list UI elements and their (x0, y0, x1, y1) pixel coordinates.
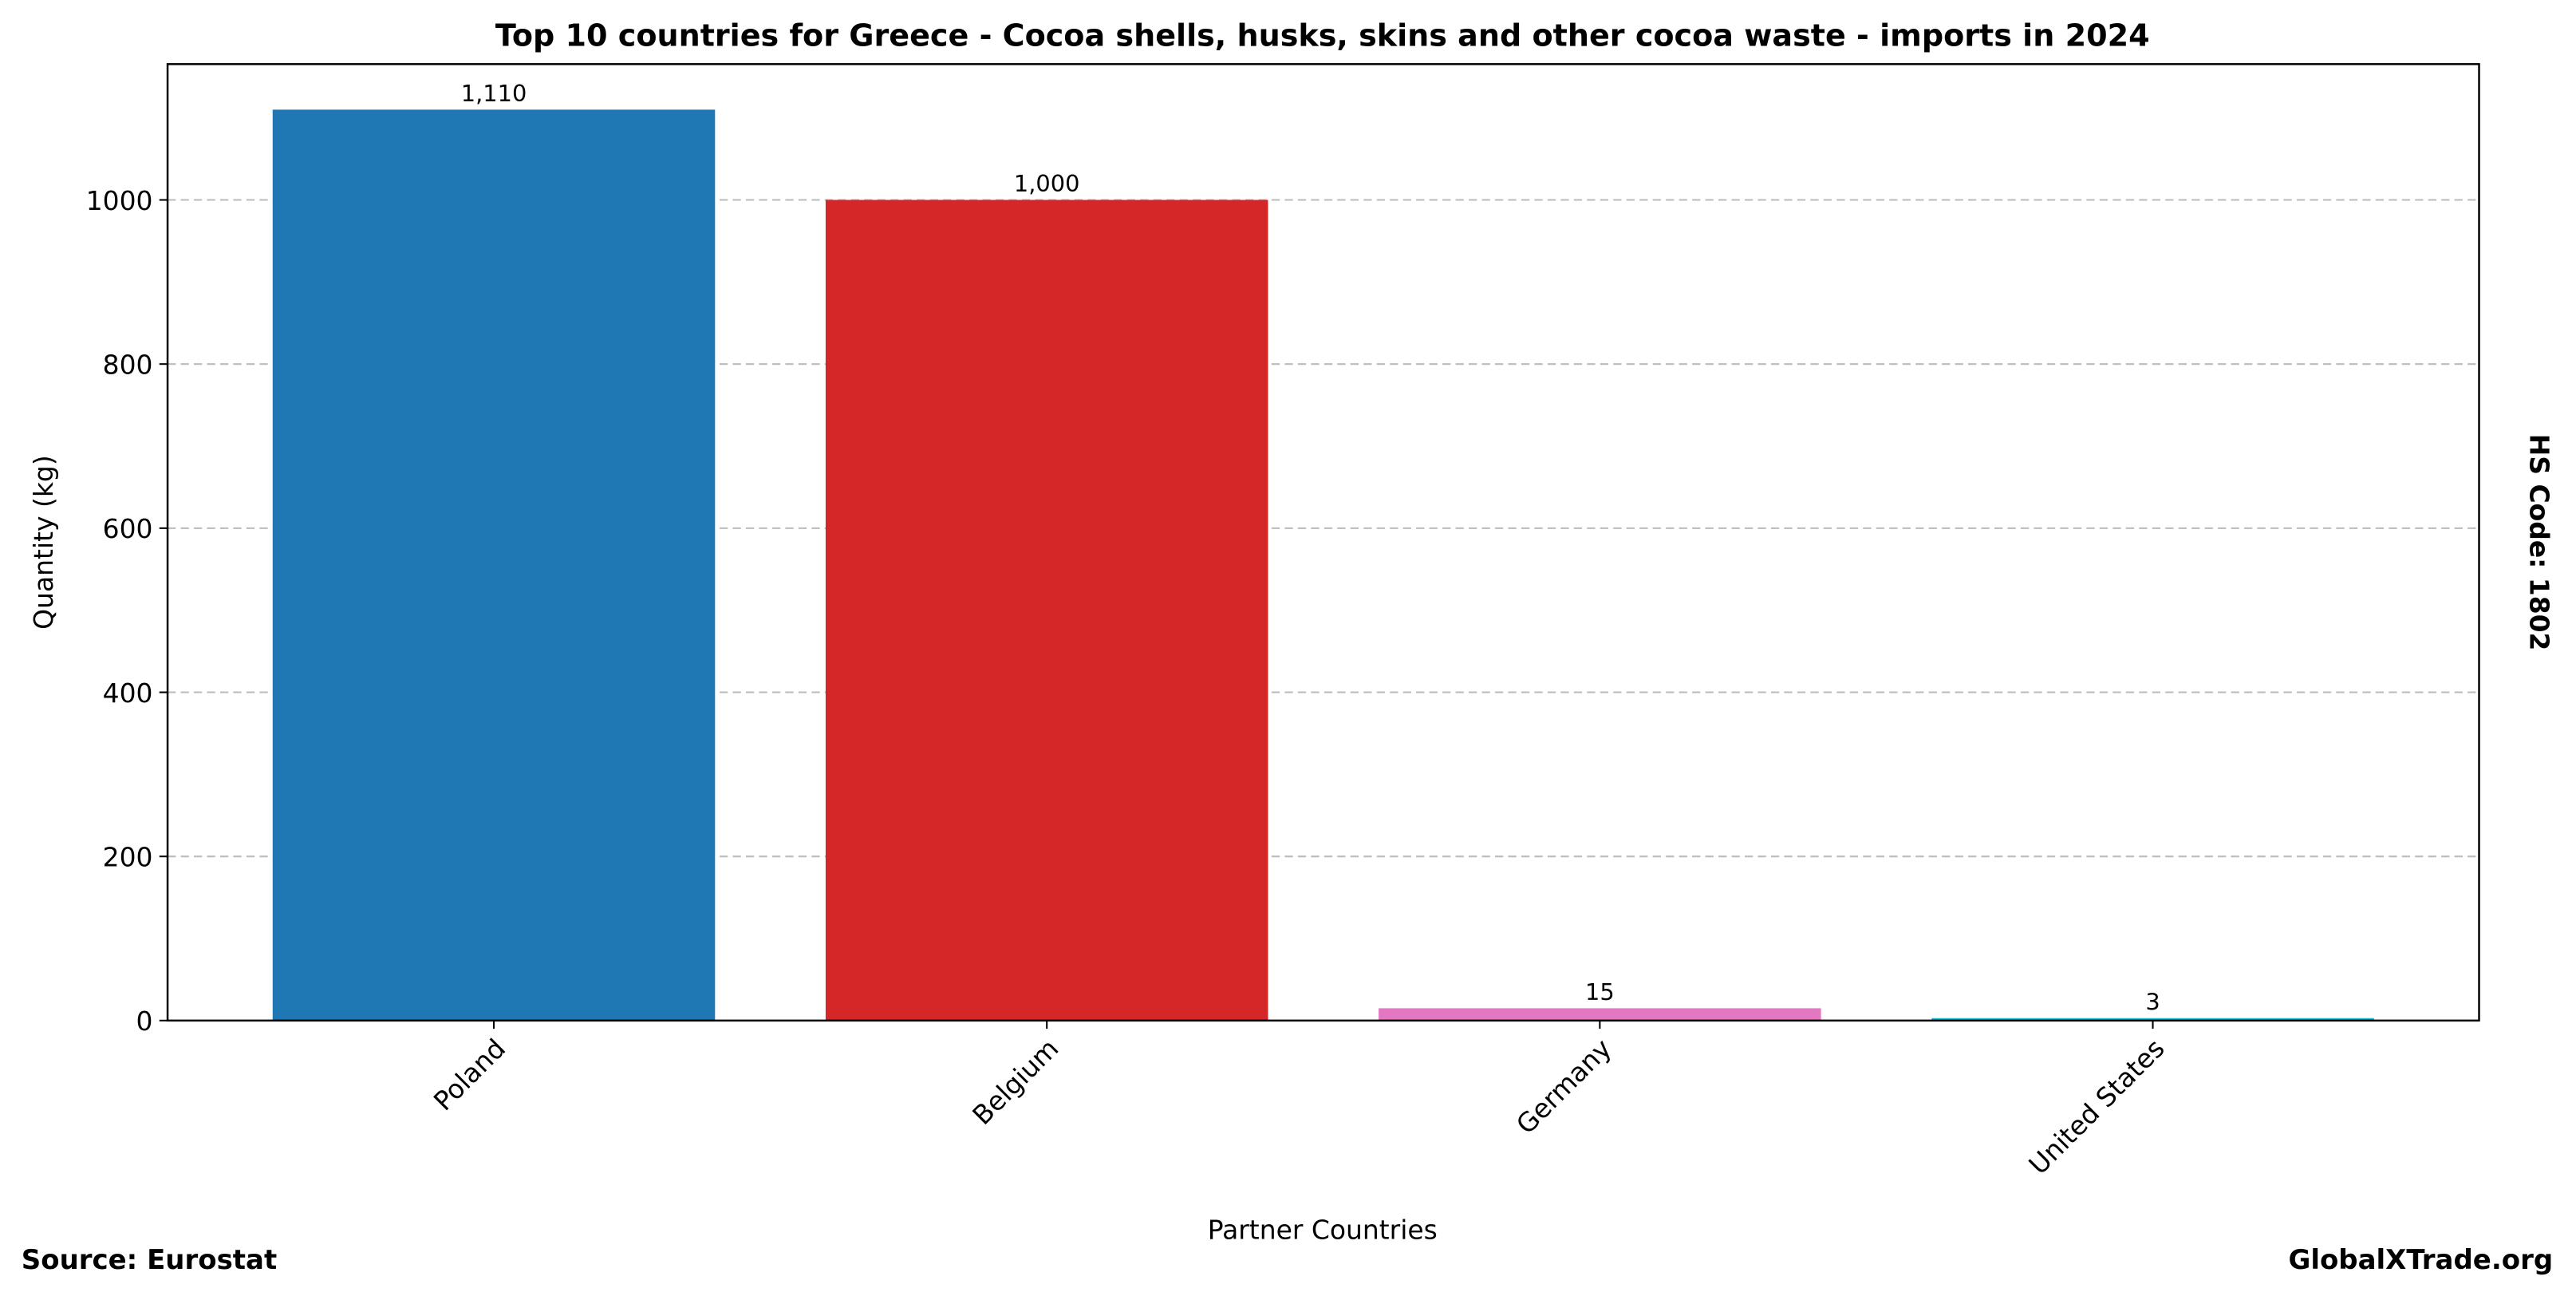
bar (1931, 1017, 2374, 1021)
x-tick-label: Belgium (966, 1033, 1064, 1131)
value-label: 3 (2145, 988, 2160, 1015)
y-tick-label: 0 (136, 1006, 153, 1037)
bar (1379, 1008, 1821, 1021)
bar (272, 109, 716, 1021)
value-label: 15 (1585, 978, 1615, 1006)
y-axis-label: Quantity (kg) (28, 455, 59, 629)
plot-frame (166, 63, 2480, 1022)
source: Source: Eurostat (22, 1244, 277, 1276)
x-tick-label: United States (2022, 1033, 2170, 1180)
value-label: 1,000 (1014, 170, 1080, 197)
y-tick-label: 400 (103, 678, 153, 709)
y-tick-label: 200 (103, 842, 153, 873)
side-label: HS Code: 1802 (2523, 434, 2554, 651)
x-tick-label: Poland (428, 1033, 511, 1116)
x-tick-label: Germany (1510, 1033, 1618, 1140)
site: GlobalXTrade.org (2288, 1244, 2553, 1276)
y-tick-label: 1000 (86, 185, 153, 216)
chart-title: Top 10 countries for Greece - Cocoa shel… (495, 18, 2150, 53)
value-label: 1,110 (461, 80, 527, 107)
y-tick-label: 800 (103, 350, 153, 381)
y-tick-label: 600 (103, 513, 153, 544)
x-axis-label: Partner Countries (1208, 1215, 1438, 1246)
bar (825, 200, 1268, 1021)
